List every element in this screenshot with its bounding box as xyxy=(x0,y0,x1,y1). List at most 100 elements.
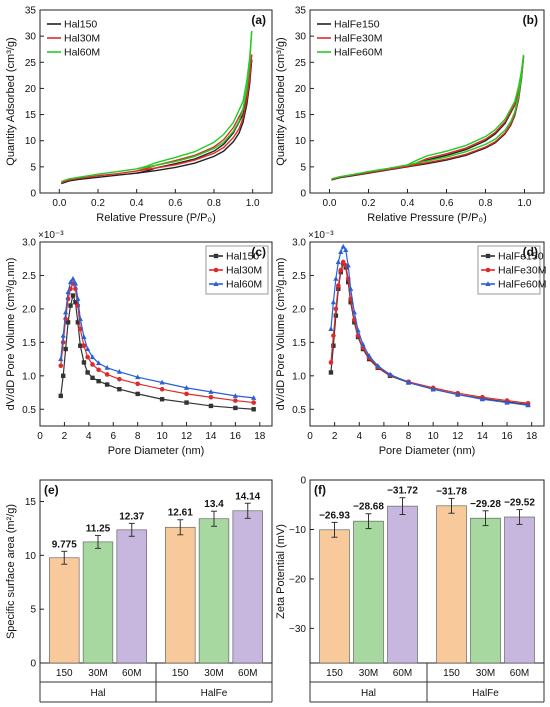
data-point xyxy=(78,343,83,348)
y-axis-label: dV/dD Pore Volume (cm³/g.nm) xyxy=(275,258,287,411)
bar xyxy=(198,518,230,664)
data-point xyxy=(159,397,165,402)
x-tick-label: 0.8 xyxy=(207,198,221,209)
data-point xyxy=(338,249,344,255)
data-label: −29.52 xyxy=(504,498,535,509)
legend-entry: HalFe30M xyxy=(334,33,382,45)
y-tick-label: 20 xyxy=(25,84,37,95)
y-tick-label: 2.5 xyxy=(292,271,306,282)
data-point xyxy=(77,316,83,321)
x-tick-label: 8 xyxy=(406,431,412,442)
y-tick-label: 2.0 xyxy=(292,304,306,315)
data-point xyxy=(340,259,346,265)
x-tick-label: 8 xyxy=(135,431,141,442)
data-point xyxy=(345,262,351,268)
data-point xyxy=(68,303,73,308)
data-point xyxy=(81,360,87,365)
data-point xyxy=(525,402,531,408)
data-point xyxy=(85,354,90,360)
x-tick-label: 18 xyxy=(526,431,538,442)
data-label: 12.37 xyxy=(119,511,144,522)
category-label: 150 xyxy=(172,668,189,679)
y-tick-label: 1.5 xyxy=(22,338,36,349)
group-label: Hal xyxy=(90,688,105,699)
data-point xyxy=(360,341,366,347)
data-point xyxy=(90,375,95,381)
x-axis-label: Relative Pressure (P/P₀) xyxy=(96,212,216,224)
legend-entry: Hal60M xyxy=(64,47,100,59)
bar xyxy=(49,557,80,664)
data-point xyxy=(328,360,334,365)
y-tick-label: 0.5 xyxy=(22,405,36,416)
data-point xyxy=(73,300,78,305)
y-axis-label: Zeta Potential (mV) xyxy=(275,524,287,619)
x-tick-label: 0 xyxy=(307,431,313,442)
bar xyxy=(319,529,350,664)
y-tick-label: 3.0 xyxy=(292,238,306,249)
plot-frame xyxy=(309,9,545,194)
data-point xyxy=(338,267,344,273)
data-point xyxy=(96,360,102,366)
y-tick-label: −30 xyxy=(289,624,306,635)
panel-label: (c) xyxy=(251,245,266,259)
x-tick-label: 10 xyxy=(157,431,169,442)
y-multiplier-label: ×10⁻³ xyxy=(308,230,334,241)
series-line-adsorption xyxy=(331,54,525,180)
data-point xyxy=(213,253,219,259)
data-point xyxy=(117,387,122,392)
x-axis-label: Pore Diameter (nm) xyxy=(108,445,205,457)
data-point xyxy=(65,320,71,325)
data-point xyxy=(233,398,238,403)
data-point xyxy=(455,391,461,397)
data-point xyxy=(70,276,76,281)
data-point xyxy=(348,286,354,291)
y-tick-label: 1.5 xyxy=(292,338,306,349)
data-point xyxy=(333,313,339,318)
data-point xyxy=(336,283,341,288)
x-tick-label: 0.6 xyxy=(440,198,454,209)
y-tick-label: 0 xyxy=(300,476,306,487)
y-axis-label: Specific surface area (m²/g) xyxy=(5,504,17,639)
bar xyxy=(504,516,535,664)
data-point xyxy=(85,370,90,375)
y-tick-label: 1.0 xyxy=(22,371,36,382)
y-tick-label: 0 xyxy=(30,659,36,670)
chart-panel-b: 0 5 10 15 20 25 30 35 Quantity Adsorbed (cm³/g) 0… xyxy=(275,6,545,224)
data-point xyxy=(213,267,219,273)
x-tick-label: 2 xyxy=(62,431,68,442)
data-point xyxy=(77,326,83,332)
series-line xyxy=(60,282,254,404)
y-tick-label: 0.5 xyxy=(292,405,306,416)
category-label: 30M xyxy=(88,668,107,679)
group-label: Hal xyxy=(361,688,376,699)
bar xyxy=(165,526,196,664)
bar xyxy=(436,505,467,664)
data-point xyxy=(251,395,257,400)
data-label: −28.68 xyxy=(353,502,384,513)
bar xyxy=(387,505,418,664)
legend-entry: Hal30M xyxy=(226,265,262,277)
plot-frame xyxy=(309,241,545,427)
data-point xyxy=(75,320,81,325)
x-tick-label: 12 xyxy=(181,431,193,442)
y-tick-label: 15 xyxy=(25,497,37,508)
x-tick-label: 6 xyxy=(110,431,116,442)
category-label: 150 xyxy=(56,668,73,679)
data-label: −26.93 xyxy=(319,510,350,521)
data-label: 11.25 xyxy=(86,523,111,534)
data-point xyxy=(343,247,349,253)
data-point xyxy=(485,267,491,273)
data-point xyxy=(213,281,219,286)
data-point xyxy=(405,379,412,385)
panel-label: (e) xyxy=(44,483,59,497)
data-point xyxy=(351,309,357,315)
x-tick-label: 0.2 xyxy=(362,198,376,209)
category-label: 150 xyxy=(326,668,343,679)
data-label: 14.14 xyxy=(235,491,260,502)
data-point xyxy=(430,386,436,392)
y-tick-label: 2.0 xyxy=(22,304,36,315)
data-point xyxy=(63,346,68,352)
data-point xyxy=(159,386,165,392)
